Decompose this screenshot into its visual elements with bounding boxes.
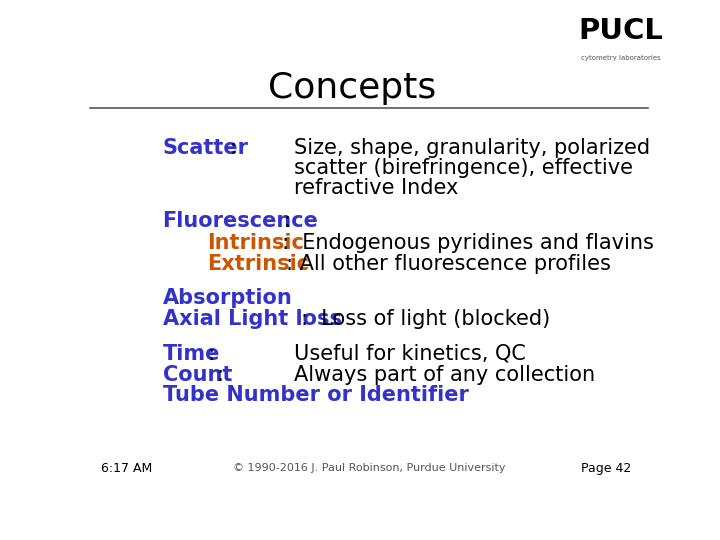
Text: :: : xyxy=(284,211,290,231)
Text: Useful for kinetics, QC: Useful for kinetics, QC xyxy=(294,344,526,364)
Text: © 1990-2016 J. Paul Robinson, Purdue University: © 1990-2016 J. Paul Robinson, Purdue Uni… xyxy=(233,463,505,473)
Text: Scatter: Scatter xyxy=(163,138,248,158)
Text: Size, shape, granularity, polarized: Size, shape, granularity, polarized xyxy=(294,138,649,158)
Text: Absorption: Absorption xyxy=(163,288,292,308)
Text: 6:17 AM: 6:17 AM xyxy=(101,462,153,475)
Text: Page 42: Page 42 xyxy=(581,462,631,475)
Text: Fluorescence: Fluorescence xyxy=(163,211,318,231)
Text: Intrinsic: Intrinsic xyxy=(207,233,304,253)
Text: : All other fluorescence profiles: : All other fluorescence profiles xyxy=(287,254,611,274)
Text: refractive Index: refractive Index xyxy=(294,178,458,198)
Text: Extrinsic: Extrinsic xyxy=(207,254,310,274)
Text: :: : xyxy=(207,344,214,364)
Text: Time: Time xyxy=(163,344,220,364)
Text: cytometry laboratories: cytometry laboratories xyxy=(581,55,661,61)
Text: :: : xyxy=(229,138,236,158)
Text: Axial Light loss: Axial Light loss xyxy=(163,309,341,329)
Text: Tube Number or Identifier: Tube Number or Identifier xyxy=(163,386,469,406)
Text: Concepts: Concepts xyxy=(268,71,436,105)
Text: :: : xyxy=(216,364,223,384)
Text: :  Loss of light (blocked): : Loss of light (blocked) xyxy=(301,309,551,329)
Text: PUCL: PUCL xyxy=(579,17,663,45)
Text: scatter (birefringence), effective: scatter (birefringence), effective xyxy=(294,158,633,178)
Text: :  Endogenous pyridines and flavins: : Endogenous pyridines and flavins xyxy=(282,233,654,253)
Text: Count: Count xyxy=(163,364,232,384)
Text: Always part of any collection: Always part of any collection xyxy=(294,364,595,384)
